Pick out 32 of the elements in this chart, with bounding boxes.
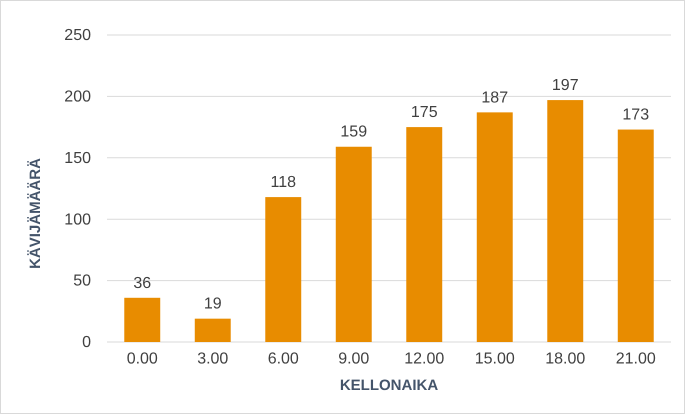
y-tick-label: 150 xyxy=(64,150,92,167)
data-label: 175 xyxy=(410,104,438,122)
data-label: 118 xyxy=(270,174,296,192)
bar xyxy=(406,127,442,342)
data-label: 197 xyxy=(552,77,579,94)
bar xyxy=(618,130,654,342)
x-tick-label: 9.00 xyxy=(338,350,370,368)
x-tick-label: 6.00 xyxy=(268,350,299,368)
data-label: 187 xyxy=(481,89,508,106)
bar xyxy=(476,112,513,342)
bar xyxy=(547,100,584,342)
data-label: 36 xyxy=(133,274,152,292)
y-tick-label: 50 xyxy=(73,272,92,290)
data-label: 19 xyxy=(204,296,222,313)
x-tick-label: 21.00 xyxy=(616,350,656,368)
x-tick-label: 18.00 xyxy=(545,350,586,368)
bar xyxy=(124,298,160,342)
y-axis-title: KÄVIJÄMÄÄRÄ xyxy=(27,158,44,269)
data-label: 173 xyxy=(622,106,650,124)
bar xyxy=(336,146,372,342)
y-tick-label: 100 xyxy=(64,211,92,228)
x-tick-label: 15.00 xyxy=(474,350,515,368)
x-tick-label: 12.00 xyxy=(404,350,444,368)
bar xyxy=(194,318,231,342)
x-tick-label: 0.00 xyxy=(126,350,158,368)
data-label: 159 xyxy=(340,124,368,141)
x-axis-title: KELLONAIKA xyxy=(340,377,438,394)
x-tick-label: 3.00 xyxy=(197,350,228,368)
y-tick-label: 250 xyxy=(64,27,92,44)
bar xyxy=(265,197,302,342)
y-tick-label: 200 xyxy=(64,88,92,106)
y-tick-label: 0 xyxy=(82,334,92,352)
